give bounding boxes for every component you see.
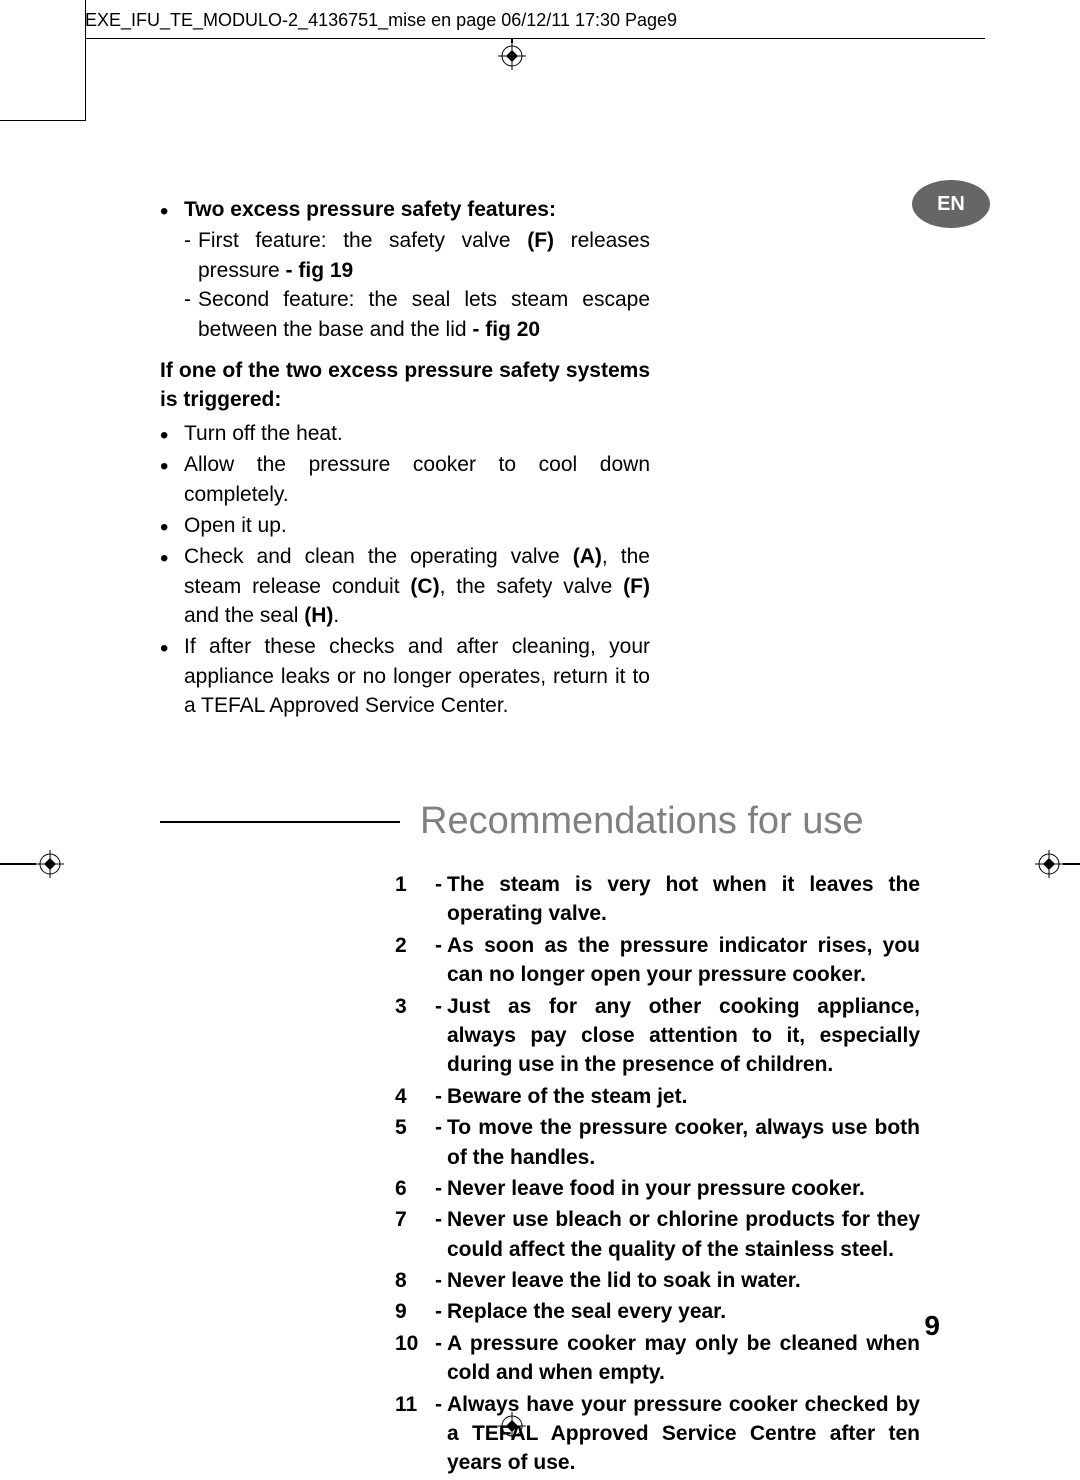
safety-feature-1: First feature: the safety valve (F) rele… (160, 226, 650, 285)
language-tab: EN (912, 180, 990, 228)
rec-text: To move the pressure cooker, always use … (435, 1113, 920, 1172)
rec-item-5: 5To move the pressure cooker, always use… (395, 1113, 920, 1172)
triggered-item-3: Open it up. (160, 511, 650, 540)
rec-num: 5 (395, 1113, 435, 1172)
rec-text: Never leave food in your pressure cooker… (435, 1174, 920, 1203)
rec-item-11: 11Always have your pressure cooker check… (395, 1390, 920, 1478)
check-a: (A) (573, 545, 602, 568)
rec-text: Always have your pressure cooker checked… (435, 1390, 920, 1478)
sf1-ref: (F) (527, 229, 554, 252)
rec-item-4: 4Beware of the steam jet. (395, 1082, 920, 1111)
rec-num: 2 (395, 931, 435, 990)
check-h: (H) (304, 604, 333, 627)
section-title-row: Recommendations for use (160, 800, 920, 843)
rec-text: Beware of the steam jet. (435, 1082, 920, 1111)
rec-text: Never leave the lid to soak in water. (435, 1266, 920, 1295)
triggered-check: Check and clean the operating valve (A),… (160, 542, 650, 630)
rec-text: Replace the seal every year. (435, 1297, 920, 1326)
registration-bar-right (1063, 863, 1080, 865)
rec-item-1: 1The steam is very hot when it leaves th… (395, 870, 920, 929)
triggered-item-1: Turn off the heat. (160, 419, 650, 448)
registration-mark-top (498, 42, 526, 70)
rec-num: 6 (395, 1174, 435, 1203)
registration-mark-right (1035, 850, 1063, 878)
registration-mark-left (36, 850, 64, 878)
safety-heading-text: Two excess pressure safety features: (184, 198, 556, 221)
page-number: 9 (924, 1310, 940, 1342)
rec-text: The steam is very hot when it leaves the… (435, 870, 920, 929)
rec-item-2: 2As soon as the pressure indicator rises… (395, 931, 920, 990)
check-mid3: and the seal (184, 604, 304, 627)
rec-num: 9 (395, 1297, 435, 1326)
check-mid2: , the safety valve (440, 575, 624, 598)
rec-item-9: 9Replace the seal every year. (395, 1297, 920, 1326)
rec-num: 3 (395, 992, 435, 1080)
sf2-pre: Second feature: the seal lets steam esca… (198, 288, 650, 340)
rec-item-3: 3Just as for any other cooking appliance… (395, 992, 920, 1080)
main-content: Two excess pressure safety features: Fir… (160, 195, 650, 723)
rec-text: Just as for any other cooking appliance,… (435, 992, 920, 1080)
rec-num: 8 (395, 1266, 435, 1295)
safety-feature-2: Second feature: the seal lets steam esca… (160, 285, 650, 344)
check-f: (F) (623, 575, 650, 598)
sf2-fig: - fig 20 (472, 318, 540, 341)
print-slug: EXE_IFU_TE_MODULO-2_4136751_mise en page… (85, 10, 677, 31)
triggered-heading: If one of the two excess pressure safety… (160, 356, 650, 415)
sf1-pre: First feature: the safety valve (198, 229, 527, 252)
check-pre: Check and clean the operating valve (184, 545, 573, 568)
sf1-fig: - fig 19 (286, 259, 354, 282)
rec-text: As soon as the pressure indicator rises,… (435, 931, 920, 990)
rec-item-8: 8Never leave the lid to soak in water. (395, 1266, 920, 1295)
triggered-item-2: Allow the pressure cooker to cool down c… (160, 450, 650, 509)
check-end: . (333, 604, 339, 627)
rec-item-10: 10A pressure cooker may only be cleaned … (395, 1329, 920, 1388)
safety-features-heading: Two excess pressure safety features: (160, 195, 650, 224)
triggered-after: If after these checks and after cleaning… (160, 632, 650, 720)
rec-item-7: 7Never use bleach or chlorine products f… (395, 1205, 920, 1264)
rec-text: A pressure cooker may only be cleaned wh… (435, 1329, 920, 1388)
section-title-text: Recommendations for use (420, 800, 864, 843)
rec-text: Never use bleach or chlorine products fo… (435, 1205, 920, 1264)
rec-item-6: 6Never leave food in your pressure cooke… (395, 1174, 920, 1203)
registration-bar-left (0, 863, 36, 865)
crop-mark-left-horizontal (0, 120, 86, 121)
crop-mark-top-horizontal (85, 38, 985, 39)
check-c: (C) (410, 575, 439, 598)
rec-num: 11 (395, 1390, 435, 1478)
recommendations-list: 1The steam is very hot when it leaves th… (395, 870, 920, 1480)
rec-num: 1 (395, 870, 435, 929)
rec-num: 7 (395, 1205, 435, 1264)
rec-num: 10 (395, 1329, 435, 1388)
section-title-rule (160, 821, 400, 823)
registration-bar-top (511, 38, 513, 43)
crop-mark-top-vertical (85, 0, 86, 120)
rec-num: 4 (395, 1082, 435, 1111)
